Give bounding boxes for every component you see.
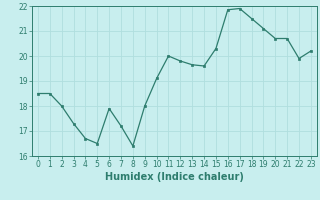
X-axis label: Humidex (Indice chaleur): Humidex (Indice chaleur)	[105, 172, 244, 182]
